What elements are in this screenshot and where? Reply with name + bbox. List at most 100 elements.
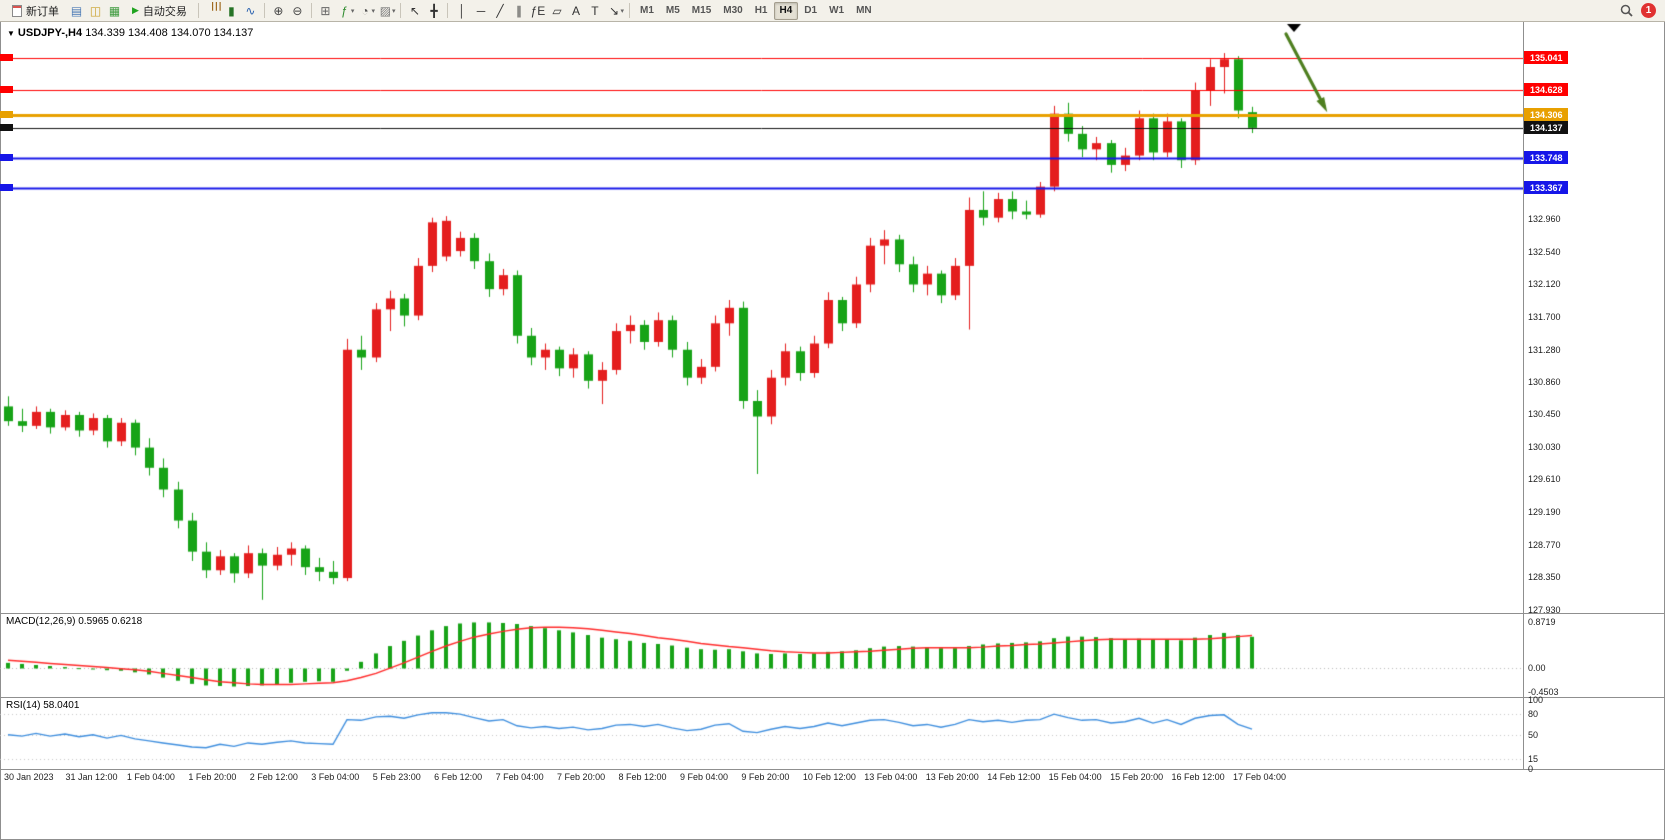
timeframe-d1[interactable]: D1 bbox=[798, 2, 823, 20]
price-level-tag: 134.628 bbox=[1524, 82, 1568, 96]
crosshair-icon[interactable]: ╋ bbox=[430, 3, 438, 18]
toolbar-group-chart-type: ☰ ▮ ∿ bbox=[203, 1, 260, 20]
toolbar-separator bbox=[628, 3, 630, 18]
toolbar-group-windows: ▤ ◫ ▦ bbox=[67, 1, 124, 20]
price-level-tag: 133.367 bbox=[1524, 180, 1568, 194]
macd-axis-label: -0.4503 bbox=[1528, 686, 1559, 697]
price-level-tag: 134.137 bbox=[1524, 120, 1568, 134]
channel-icon[interactable]: ∥ bbox=[515, 3, 522, 18]
price-level-left-tag bbox=[0, 154, 13, 162]
time-axis-label: 7 Feb 04:00 bbox=[495, 772, 544, 782]
time-axis-label: 31 Jan 12:00 bbox=[65, 772, 118, 782]
time-axis-label: 6 Feb 12:00 bbox=[434, 772, 483, 782]
new-order-label: 新订单 bbox=[26, 5, 59, 18]
shapes-icon[interactable]: ▱ bbox=[552, 3, 562, 18]
arrows-icon[interactable]: ↘ bbox=[608, 3, 619, 18]
arrows-dropdown-icon[interactable]: ▾ bbox=[620, 7, 624, 15]
price-level-left-tag bbox=[0, 183, 13, 191]
price-level-tag: 134.306 bbox=[1524, 107, 1568, 121]
toolbar-group-pointer: ↖ ╋ bbox=[405, 1, 443, 20]
price-axis-label: 129.190 bbox=[1528, 507, 1561, 518]
zoom-out-icon[interactable]: ⊖ bbox=[292, 3, 303, 18]
price-chart-canvas[interactable] bbox=[0, 22, 1523, 613]
timeframe-m1[interactable]: M1 bbox=[634, 2, 660, 20]
price-axis-label: 128.770 bbox=[1528, 539, 1561, 550]
price-axis-label: 132.540 bbox=[1528, 246, 1561, 257]
rsi-axis-label: 15 bbox=[1528, 753, 1539, 764]
toolbar-separator bbox=[400, 3, 402, 18]
timeframe-m30[interactable]: M30 bbox=[717, 2, 748, 20]
notification-badge[interactable]: 1 bbox=[1641, 3, 1656, 18]
time-axis-line bbox=[0, 769, 1665, 770]
candlestick-chart-icon[interactable]: ▮ bbox=[228, 3, 235, 18]
vertical-line-icon[interactable]: │ bbox=[458, 3, 466, 18]
periods-dropdown-icon[interactable]: ▾ bbox=[371, 7, 375, 15]
time-axis-label: 30 Jan 2023 bbox=[4, 772, 54, 782]
data-window-icon[interactable]: ◫ bbox=[89, 3, 102, 18]
search-icon[interactable] bbox=[1617, 1, 1636, 20]
horizontal-line-icon[interactable]: ─ bbox=[476, 3, 486, 18]
macd-axis-label: 0.00 bbox=[1528, 663, 1546, 674]
fibonacci-icon[interactable]: ƒE bbox=[530, 3, 546, 18]
tile-windows-icon[interactable]: ⊞ bbox=[320, 3, 331, 18]
price-axis-label: 130.450 bbox=[1528, 409, 1561, 420]
periods-icon[interactable]: ◔ bbox=[361, 3, 369, 18]
price-axis-label: 128.350 bbox=[1528, 572, 1561, 583]
timeframe-w1[interactable]: W1 bbox=[823, 2, 850, 20]
auto-trading-button[interactable]: ▶ 自动交易 bbox=[125, 1, 194, 20]
price-level-tag: 133.748 bbox=[1524, 151, 1568, 165]
chart-ohlc-values: 134.339 134.408 134.070 134.137 bbox=[85, 27, 254, 39]
macd-label: MACD(12,26,9) 0.5965 0.6218 bbox=[6, 616, 143, 627]
text-icon[interactable]: A bbox=[571, 3, 580, 18]
bar-chart-icon[interactable]: ☰ bbox=[208, 1, 223, 12]
panel-separator bbox=[0, 697, 1665, 698]
time-axis-label: 10 Feb 12:00 bbox=[802, 772, 856, 782]
price-level-left-tag bbox=[0, 53, 13, 61]
auto-trading-play-icon: ▶ bbox=[132, 5, 139, 15]
time-axis-label: 8 Feb 12:00 bbox=[618, 772, 667, 782]
timeframe-h4[interactable]: H4 bbox=[773, 1, 799, 20]
price-axis-label: 131.700 bbox=[1528, 312, 1561, 323]
price-level-tag: 135.041 bbox=[1524, 50, 1568, 64]
templates-icon[interactable]: ▨ bbox=[379, 3, 392, 18]
price-level-left-tag bbox=[0, 85, 13, 93]
templates-dropdown-icon[interactable]: ▾ bbox=[391, 7, 396, 15]
price-axis-label: 131.280 bbox=[1528, 344, 1561, 355]
indicators-dropdown-icon[interactable]: ▾ bbox=[350, 7, 355, 15]
collapse-icon[interactable]: ▼ bbox=[7, 29, 15, 38]
toolbar-separator bbox=[447, 3, 449, 18]
toolbar-group-zoom: ⊕ ⊖ bbox=[269, 1, 307, 20]
new-order-button[interactable]: 新订单 bbox=[5, 1, 66, 20]
market-watch-icon[interactable]: ▤ bbox=[70, 3, 83, 18]
timeframe-h1[interactable]: H1 bbox=[749, 2, 774, 20]
timeframe-m5[interactable]: M5 bbox=[660, 2, 686, 20]
macd-axis-label: 0.8719 bbox=[1528, 617, 1556, 628]
time-axis-label: 13 Feb 04:00 bbox=[864, 772, 918, 782]
zoom-in-icon[interactable]: ⊕ bbox=[273, 3, 284, 18]
price-axis-label: 132.960 bbox=[1528, 214, 1561, 225]
time-axis-label: 3 Feb 04:00 bbox=[311, 772, 360, 782]
trendline-icon[interactable]: ╱ bbox=[496, 3, 504, 18]
timeframe-m15[interactable]: M15 bbox=[686, 2, 717, 20]
time-axis-label: 5 Feb 23:00 bbox=[372, 772, 421, 782]
timeframe-group: M1 M5 M15 M30 H1 H4 D1 W1 MN bbox=[634, 1, 878, 20]
label-icon[interactable]: T bbox=[591, 3, 599, 18]
rsi-panel-canvas[interactable] bbox=[0, 697, 1523, 769]
auto-trading-label: 自动交易 bbox=[142, 5, 187, 18]
time-axis-label: 13 Feb 20:00 bbox=[925, 772, 979, 782]
cursor-icon[interactable]: ↖ bbox=[409, 3, 420, 18]
chart-title: ▼ USDJPY-,H4 134.339 134.408 134.070 134.… bbox=[7, 27, 253, 39]
price-axis-label: 130.030 bbox=[1528, 441, 1561, 452]
timeframe-mn[interactable]: MN bbox=[850, 2, 878, 20]
time-axis-label: 15 Feb 04:00 bbox=[1048, 772, 1102, 782]
price-axis-label: 130.860 bbox=[1528, 377, 1561, 388]
time-axis-label: 16 Feb 12:00 bbox=[1171, 772, 1225, 782]
time-axis-label: 9 Feb 20:00 bbox=[741, 772, 790, 782]
time-axis-label: 14 Feb 12:00 bbox=[987, 772, 1041, 782]
navigator-icon[interactable]: ▦ bbox=[108, 3, 121, 18]
macd-panel-canvas[interactable] bbox=[0, 613, 1523, 697]
line-chart-icon[interactable]: ∿ bbox=[245, 3, 256, 18]
time-axis-label: 2 Feb 12:00 bbox=[249, 772, 298, 782]
indicators-icon[interactable]: ƒ bbox=[341, 3, 348, 18]
rsi-axis-label: 0 bbox=[1528, 764, 1534, 774]
